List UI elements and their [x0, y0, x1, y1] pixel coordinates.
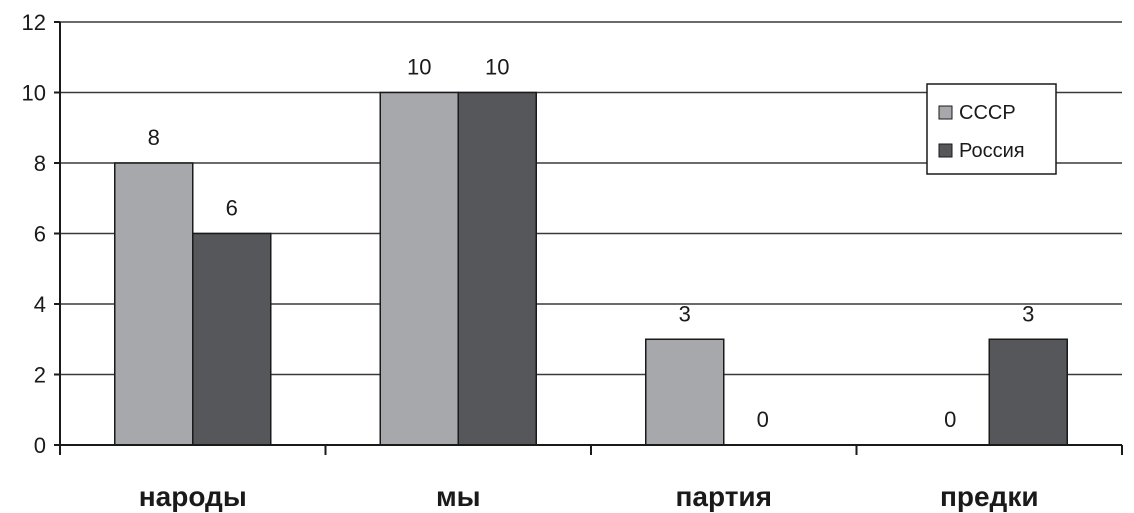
legend: СССР Россия — [926, 83, 1057, 175]
data-label: 3 — [1022, 301, 1034, 326]
bar — [114, 162, 194, 446]
data-label: 3 — [679, 301, 691, 326]
data-label: 8 — [148, 125, 160, 150]
y-tick-label: 10 — [22, 81, 46, 106]
legend-swatch — [938, 105, 953, 120]
bar — [988, 338, 1068, 446]
category-label: предки — [940, 481, 1039, 512]
labels: 0 2 4 6 8 10 12 народы 8 6 мы 10 10 партия 3 0 предки 0 3 — [22, 10, 1039, 512]
axes — [54, 21, 1123, 455]
legend-box — [926, 83, 1057, 175]
bar — [457, 91, 537, 446]
category-label: партия — [676, 481, 772, 512]
bar — [379, 91, 459, 446]
y-tick-label: 12 — [22, 10, 46, 35]
y-tick-label: 0 — [34, 433, 46, 458]
legend-label: СССР — [959, 102, 1016, 124]
bars — [114, 91, 1068, 446]
data-label: 0 — [944, 407, 956, 432]
y-tick-label: 6 — [34, 222, 46, 247]
bar — [645, 338, 725, 446]
data-label: 6 — [226, 196, 238, 221]
y-tick-label: 2 — [34, 363, 46, 388]
y-tick-label: 4 — [34, 292, 46, 317]
data-label: 10 — [407, 55, 431, 80]
y-tick-label: 8 — [34, 151, 46, 176]
category-label: мы — [436, 481, 481, 512]
data-label: 0 — [757, 407, 769, 432]
data-label: 10 — [485, 55, 509, 80]
category-label: народы — [139, 481, 247, 512]
legend-swatch — [938, 143, 953, 158]
legend-label: Россия — [959, 140, 1025, 162]
bar — [192, 232, 272, 446]
